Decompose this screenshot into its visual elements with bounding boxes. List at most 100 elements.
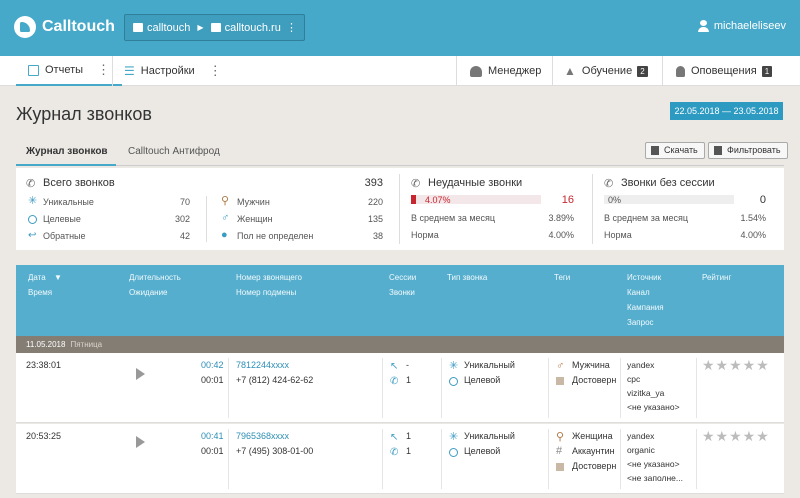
user-menu[interactable]: michaeleliseev [697,20,786,32]
tag[interactable]: Достоверн [572,375,617,385]
nosession-calls-label: Звонки без сессии [621,177,715,189]
divider [696,358,697,418]
nav-reports-label: Отчеты [45,64,84,76]
col-sessions[interactable]: Сессии [389,273,417,282]
tab-call-log[interactable]: Журнал звонков [16,141,116,166]
col-campaign[interactable]: Кампания [627,303,664,312]
col-rating[interactable]: Рейтинг [702,273,732,282]
caller-number-link[interactable]: 7812244xxxx [236,360,290,370]
hash-icon: # [556,445,563,457]
tag[interactable]: Женщина [572,431,613,441]
nav-training[interactable]: ▲ Обучение 2 [564,56,648,86]
col-waiting[interactable]: Ожидание [129,288,168,297]
day-group-header: 11.05.2018 Пятница [16,336,784,353]
table-row[interactable]: 20:53:25 00:41 00:01 7965368xxxx +7 (495… [16,424,784,494]
col-channel[interactable]: Канал [627,288,650,297]
chevron-right-icon: ▶ [197,23,204,32]
substitution-number: +7 (495) 308-01-00 [236,446,314,456]
divider [206,196,207,242]
divider [399,174,400,244]
col-calls[interactable]: Звонки [389,288,415,297]
male-icon: ⚲ [221,195,230,207]
unknown-gender-label: Пол не определен [237,231,314,241]
table-row[interactable]: 23:38:01 00:42 00:01 7812244xxxx +7 (812… [16,353,784,423]
nav-reports[interactable]: Отчеты ⋮ [16,56,123,86]
filter-button[interactable]: Фильтровать [708,142,788,159]
nav-settings[interactable]: ☰ Настройки ⋮ [124,56,222,86]
call-time: 20:53:25 [26,431,62,441]
stats-panel: ✆ Всего звонков 393 ✳ Уникальные 70 Целе… [16,168,784,250]
tag[interactable]: Достоверн [572,461,617,471]
sliders-icon: ☰ [124,64,135,78]
account-name: calltouch [147,21,191,34]
col-time[interactable]: Время [28,288,53,297]
day-date: 11.05.2018 [26,340,66,349]
callback-icon: ↩ [28,230,37,241]
nosession-bar [604,195,734,204]
col-source[interactable]: Источник [627,273,662,282]
nav-settings-label: Настройки [140,65,195,77]
project-selector[interactable]: calltouch ▶ calltouch.ru ⋮ [124,14,305,41]
col-query[interactable]: Запрос [627,318,654,327]
male-label: Мужчин [237,197,270,207]
unique-icon: ✳ [449,431,459,443]
call-type-target: Целевой [464,446,501,456]
play-icon[interactable] [136,368,145,380]
failed-calls-label: Неудачные звонки [428,177,523,189]
main-nav: Отчеты ⋮ ☰ Настройки ⋮ Менеджер ▲ Обучен… [0,56,800,86]
female-label: Женщин [237,214,273,224]
logo[interactable]: Calltouch [14,16,115,38]
table-header: Дата ▼ Время Длительность Ожидание Номер… [16,265,784,336]
date-range-picker[interactable]: 22.05.2018 — 23.05.2018 [670,102,783,120]
failed-norm-label: Норма [411,230,439,240]
target-label: Целевые [43,214,81,224]
callback-label: Обратные [43,231,86,241]
male-icon: ♂ [556,360,565,372]
phone-icon: ✆ [390,376,399,387]
nav-notifications-label: Оповещения [691,65,757,77]
phone-icon: ✆ [390,447,399,458]
query: <не указано> [627,402,680,412]
reports-icon [28,64,39,76]
col-caller[interactable]: Номер звонящего [236,273,303,282]
source: yandex [627,431,655,441]
more-options-icon[interactable]: ⋮ [286,22,297,34]
failed-norm-value: 4.00% [548,230,574,240]
day-weekday: Пятница [70,340,103,349]
tag[interactable]: Аккаунтин [572,446,615,456]
reports-more-icon[interactable]: ⋮ [97,62,111,77]
col-tags[interactable]: Теги [554,273,571,282]
female-value: 135 [367,214,383,224]
divider [228,429,229,489]
play-icon[interactable] [136,436,145,448]
download-button[interactable]: Скачать [645,142,705,159]
rating-stars[interactable]: ★★★★★ [702,357,770,373]
caller-number-link[interactable]: 7965368xxxx [236,431,290,441]
cursor-icon: ↖ [390,361,399,372]
nav-divider [456,56,457,86]
nav-manager[interactable]: Менеджер [470,56,541,86]
cursor-icon: ↖ [390,432,399,443]
phone-missed-icon: ✆ [411,178,421,190]
site-name: calltouch.ru [224,21,281,34]
settings-more-icon[interactable]: ⋮ [208,63,222,78]
col-duration[interactable]: Длительность [129,273,181,282]
failed-avg-label: В среднем за месяц [411,213,496,223]
unique-icon: ✳ [449,360,459,372]
col-substitution[interactable]: Номер подмены [236,288,297,297]
nav-notifications[interactable]: Оповещения 1 [676,56,773,86]
target-icon [28,215,37,224]
male-value: 220 [367,197,383,207]
col-date[interactable]: Дата ▼ [28,270,62,285]
tab-antifraud[interactable]: Calltouch Антифрод [128,146,220,157]
sort-down-icon[interactable]: ▼ [53,273,62,282]
target-icon [449,377,458,386]
col-call-type[interactable]: Тип звонка [447,273,488,282]
tag[interactable]: Мужчина [572,360,610,370]
nosession-avg-value: 1.54% [740,213,766,223]
call-waiting: 00:01 [201,375,224,385]
page-tabs: Журнал звонков Calltouch Антифрод [16,141,784,166]
divider [548,429,549,489]
failed-calls-value: 16 [561,194,574,206]
rating-stars[interactable]: ★★★★★ [702,428,770,444]
